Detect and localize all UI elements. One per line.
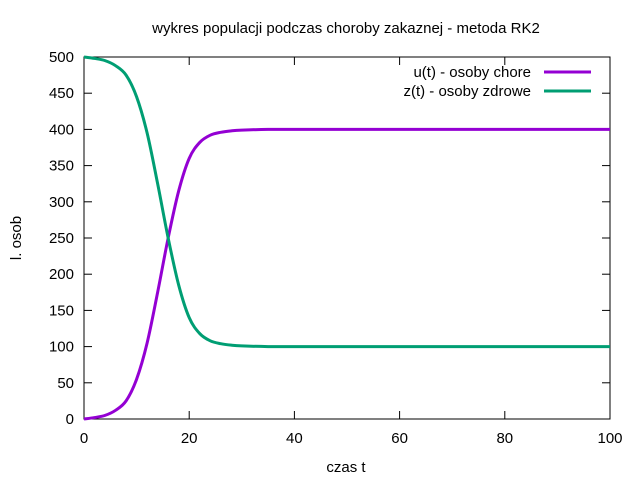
x-tick-label-5: 100 [597, 430, 622, 447]
x-tick-label-3: 60 [391, 430, 408, 447]
y-tick-label-9: 450 [49, 85, 74, 102]
y-axis: 0 50 100 150 200 250 300 350 400 450 500 [49, 49, 610, 428]
y-tick-label-1: 50 [57, 375, 74, 392]
x-axis: 0 20 40 60 80 100 [80, 57, 623, 447]
legend: u(t) - osoby chore z(t) - osoby zdrowe [403, 64, 591, 100]
chart-title: wykres populacji podczas choroby zakazne… [151, 20, 540, 37]
x-tick-label-1: 20 [181, 430, 198, 447]
y-tick-label-5: 250 [49, 230, 74, 247]
series-group [83, 55, 610, 421]
y-tick-label-4: 200 [49, 266, 74, 283]
y-tick-label-3: 150 [49, 302, 74, 319]
plot-frame [83, 56, 611, 420]
x-axis-label: czas t [326, 459, 366, 476]
y-tick-label-8: 400 [49, 121, 74, 138]
y-tick-label-6: 300 [49, 194, 74, 211]
x-tick-label-0: 0 [80, 430, 88, 447]
y-axis-label: l. osob [8, 216, 25, 260]
legend-label-0: u(t) - osoby chore [413, 64, 531, 81]
plot-border [83, 56, 611, 420]
x-tick-label-2: 40 [286, 430, 303, 447]
y-tick-label-0: 0 [66, 411, 74, 428]
y-tick-label-2: 100 [49, 339, 74, 356]
legend-label-1: z(t) - osoby zdrowe [403, 83, 531, 100]
series-line-1 [83, 55, 610, 349]
x-tick-label-4: 80 [496, 430, 513, 447]
y-tick-label-7: 350 [49, 158, 74, 175]
series-line-0 [83, 127, 610, 421]
y-tick-label-10: 500 [49, 49, 74, 66]
